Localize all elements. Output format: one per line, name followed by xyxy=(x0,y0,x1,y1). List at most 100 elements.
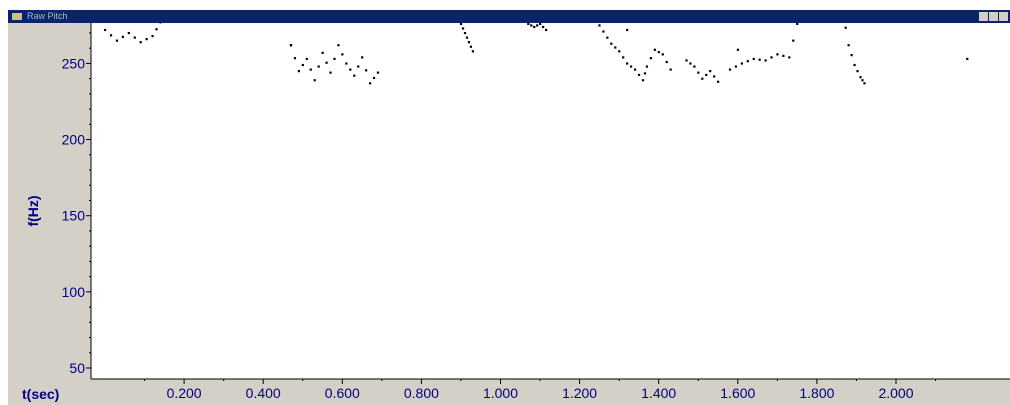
pitch-point xyxy=(861,79,864,82)
pitch-point xyxy=(353,74,356,77)
pitch-point xyxy=(121,35,124,38)
maximize-icon[interactable] xyxy=(989,12,998,21)
pitch-point xyxy=(372,76,376,80)
pitch-point xyxy=(542,25,545,29)
pitch-point xyxy=(782,54,785,57)
window-titlebar[interactable]: Raw Pitch xyxy=(8,10,1010,23)
pitch-point xyxy=(661,53,664,56)
pitch-point xyxy=(736,48,739,51)
x-tick-label: 0.800 xyxy=(404,385,439,401)
pitch-point xyxy=(539,23,542,26)
pitch-point xyxy=(606,36,609,39)
pitch-point xyxy=(796,23,799,26)
pitch-point xyxy=(626,28,629,32)
plot-area xyxy=(91,23,1010,379)
pitch-point xyxy=(645,65,649,68)
pitch-point xyxy=(301,63,304,67)
pitch-point xyxy=(758,58,761,61)
pitch-point xyxy=(637,73,641,77)
pitch-point xyxy=(139,41,142,44)
x-tick-label: 1.600 xyxy=(720,385,755,401)
pitch-point xyxy=(657,50,660,54)
y-tick-label: 100 xyxy=(62,284,86,300)
pitch-point xyxy=(361,56,364,59)
pitch-point xyxy=(713,75,716,78)
pitch-point xyxy=(325,61,328,64)
pitch-point xyxy=(850,54,853,57)
pitch-point xyxy=(465,36,469,39)
pitch-point xyxy=(127,31,130,35)
pitch-point xyxy=(618,50,621,53)
x-axis-label: t(sec) xyxy=(22,386,59,402)
pitch-point xyxy=(365,69,368,72)
pitch-point xyxy=(752,57,755,61)
pitch-point xyxy=(792,39,795,42)
pitch-point xyxy=(341,53,344,56)
x-tick-label: 1.200 xyxy=(562,385,597,401)
pitch-point xyxy=(649,57,652,60)
plot-frame: 450400350300250200150100500.2000.4000.60… xyxy=(8,23,1010,405)
y-axis-label: f(Hz) xyxy=(25,195,41,226)
x-tick-label: 2.000 xyxy=(878,385,913,401)
window-title: Raw Pitch xyxy=(27,11,68,21)
minimize-icon[interactable] xyxy=(979,12,988,21)
pitch-point xyxy=(115,39,119,42)
x-tick-label: 1.400 xyxy=(641,385,676,401)
pitch-point xyxy=(329,71,332,74)
pitch-point xyxy=(293,57,297,60)
y-tick-label: 150 xyxy=(62,208,86,224)
pitch-point xyxy=(305,57,308,61)
pitch-point xyxy=(847,44,850,47)
pitch-point xyxy=(770,56,773,59)
pitch-point xyxy=(717,80,720,83)
pitch-point xyxy=(376,71,380,74)
pitch-point xyxy=(853,63,856,67)
x-tick-label: 0.600 xyxy=(325,385,360,401)
x-tick-label: 0.400 xyxy=(246,385,281,401)
pitch-point xyxy=(693,65,696,68)
pitch-point xyxy=(622,56,625,59)
pitch-point xyxy=(349,68,352,71)
pitch-point xyxy=(530,24,533,27)
pitch-point xyxy=(151,34,154,38)
pitch-point xyxy=(746,60,749,63)
pitch-point xyxy=(598,24,601,27)
pitch-point xyxy=(685,59,688,62)
pitch-point xyxy=(863,82,866,85)
y-tick-label: 50 xyxy=(69,360,85,376)
pitch-point xyxy=(469,45,473,48)
close-icon[interactable] xyxy=(999,12,1008,21)
pitch-point xyxy=(630,65,633,68)
pitch-point xyxy=(289,44,293,47)
pitch-point xyxy=(602,30,605,33)
pitch-point xyxy=(133,36,136,39)
pitch-point xyxy=(776,53,779,56)
pitch-point xyxy=(697,71,700,74)
pitch-point xyxy=(734,65,738,68)
pitch-point xyxy=(337,44,340,47)
pitch-point xyxy=(155,28,158,31)
pitch-chart: 450400350300250200150100500.2000.4000.60… xyxy=(22,23,1010,402)
pitch-point xyxy=(527,23,530,26)
pitch-point xyxy=(471,50,475,53)
pitch-point xyxy=(463,31,467,35)
pitch-point xyxy=(357,65,360,68)
pitch-point xyxy=(788,56,791,59)
pitch-point xyxy=(461,27,465,30)
pitch-point xyxy=(709,70,712,73)
y-tick-label: 200 xyxy=(62,132,86,148)
pitch-point xyxy=(633,68,637,71)
pitch-point xyxy=(333,57,336,61)
pitch-point xyxy=(641,79,645,82)
pitch-point xyxy=(313,79,316,82)
pitch-point xyxy=(643,72,647,75)
pitch-point xyxy=(764,59,767,62)
pitch-point xyxy=(689,62,692,65)
pitch-point xyxy=(701,77,704,80)
pitch-point xyxy=(626,62,629,65)
pitch-point xyxy=(728,68,732,71)
pitch-point xyxy=(844,26,847,29)
pitch-point xyxy=(345,62,348,65)
pitch-point xyxy=(544,28,548,32)
